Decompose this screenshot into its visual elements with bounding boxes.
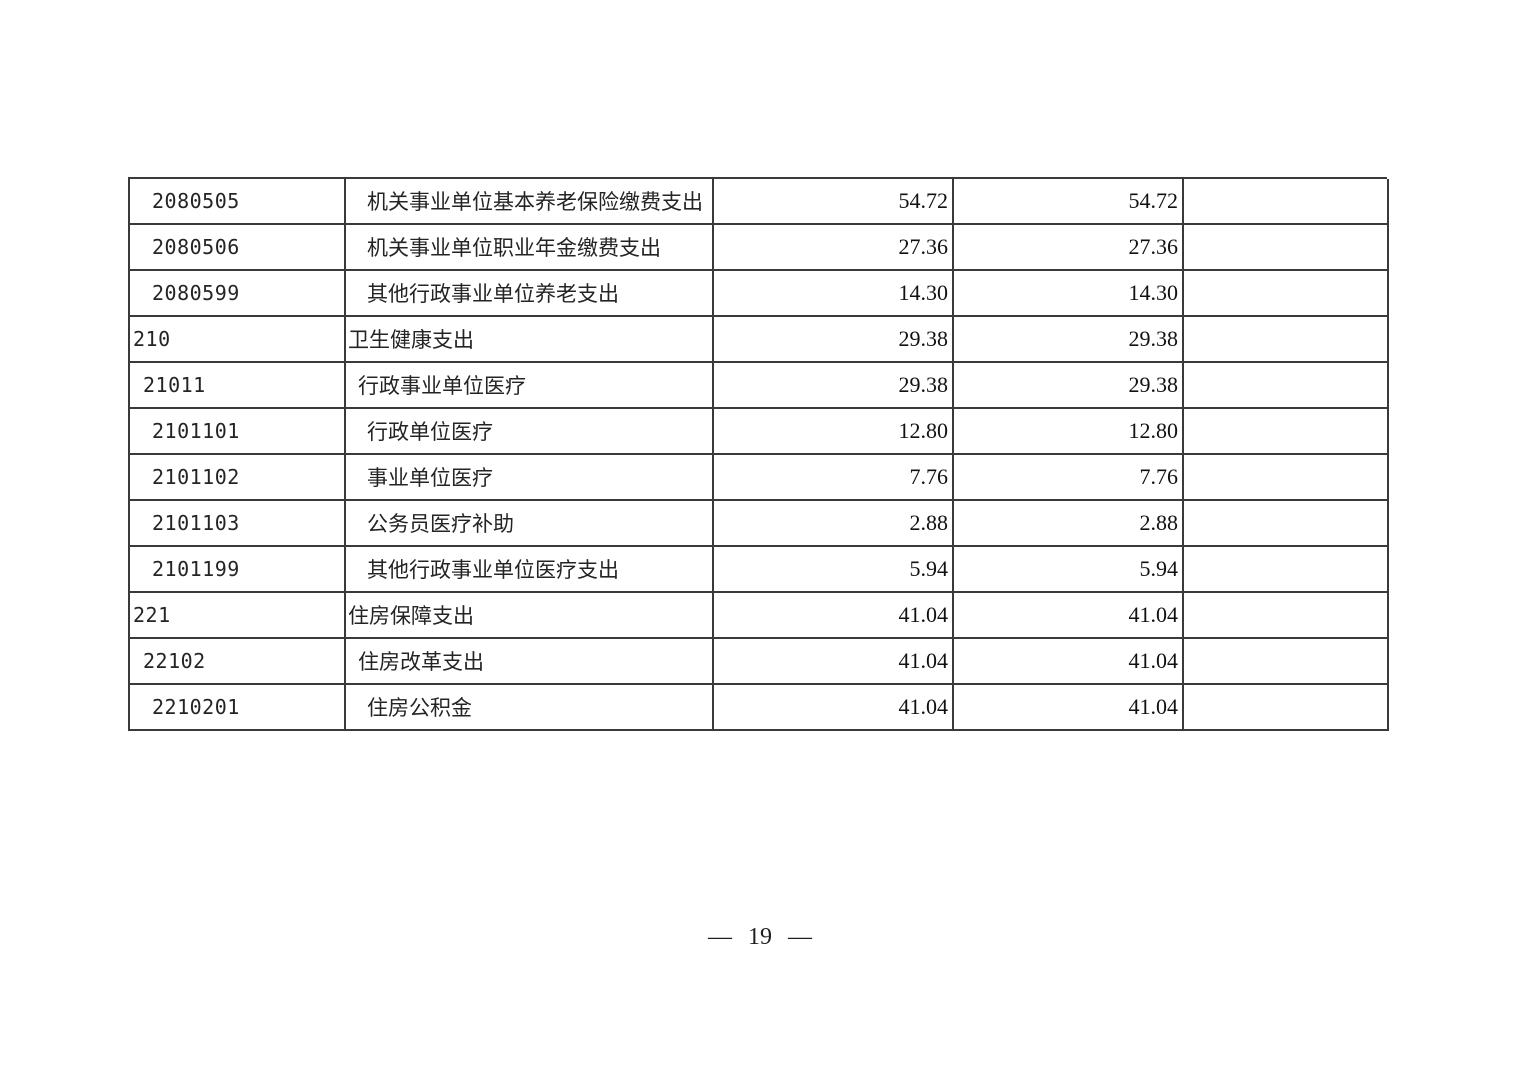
value2-cell: 29.38	[954, 363, 1184, 409]
value1-cell: 2.88	[714, 501, 954, 547]
table-row: 2101199 其他行政事业单位医疗支出 5.94 5.94	[130, 547, 1389, 593]
value1-cell: 29.38	[714, 317, 954, 363]
name-cell: 住房改革支出	[346, 639, 714, 685]
note-cell	[1184, 225, 1389, 271]
name-cell: 住房保障支出	[346, 593, 714, 639]
code-cell: 210	[130, 317, 346, 363]
table-row: 2101103 公务员医疗补助 2.88 2.88	[130, 501, 1389, 547]
name-cell: 其他行政事业单位养老支出	[346, 271, 714, 317]
code-cell: 21011	[130, 363, 346, 409]
value1-cell: 41.04	[714, 593, 954, 639]
table-row: 2101101 行政单位医疗 12.80 12.80	[130, 409, 1389, 455]
note-cell	[1184, 455, 1389, 501]
code-cell: 2101102	[130, 455, 346, 501]
value1-cell: 54.72	[714, 179, 954, 225]
code-cell: 22102	[130, 639, 346, 685]
code-cell: 2101199	[130, 547, 346, 593]
value1-cell: 41.04	[714, 639, 954, 685]
value1-cell: 12.80	[714, 409, 954, 455]
note-cell	[1184, 179, 1389, 225]
name-cell: 行政单位医疗	[346, 409, 714, 455]
code-cell: 2210201	[130, 685, 346, 731]
note-cell	[1184, 639, 1389, 685]
value2-cell: 41.04	[954, 639, 1184, 685]
table-row: 221 住房保障支出 41.04 41.04	[130, 593, 1389, 639]
name-cell: 卫生健康支出	[346, 317, 714, 363]
value2-cell: 29.38	[954, 317, 1184, 363]
code-cell: 2101101	[130, 409, 346, 455]
name-cell: 公务员医疗补助	[346, 501, 714, 547]
code-cell: 2080505	[130, 179, 346, 225]
note-cell	[1184, 685, 1389, 731]
note-cell	[1184, 547, 1389, 593]
name-cell: 机关事业单位职业年金缴费支出	[346, 225, 714, 271]
value1-cell: 29.38	[714, 363, 954, 409]
note-cell	[1184, 271, 1389, 317]
table-row: 210 卫生健康支出 29.38 29.38	[130, 317, 1389, 363]
value2-cell: 7.76	[954, 455, 1184, 501]
value2-cell: 14.30	[954, 271, 1184, 317]
table-row: 2101102 事业单位医疗 7.76 7.76	[130, 455, 1389, 501]
name-cell: 机关事业单位基本养老保险缴费支出	[346, 179, 714, 225]
note-cell	[1184, 317, 1389, 363]
code-cell: 2080506	[130, 225, 346, 271]
code-cell: 221	[130, 593, 346, 639]
value1-cell: 5.94	[714, 547, 954, 593]
name-cell: 其他行政事业单位医疗支出	[346, 547, 714, 593]
page-number: 19	[748, 924, 772, 950]
table-row: 2210201 住房公积金 41.04 41.04	[130, 685, 1389, 731]
value2-cell: 2.88	[954, 501, 1184, 547]
table-row: 2080599 其他行政事业单位养老支出 14.30 14.30	[130, 271, 1389, 317]
note-cell	[1184, 501, 1389, 547]
name-cell: 行政事业单位医疗	[346, 363, 714, 409]
name-cell: 事业单位医疗	[346, 455, 714, 501]
value1-cell: 7.76	[714, 455, 954, 501]
value1-cell: 41.04	[714, 685, 954, 731]
table-row: 21011 行政事业单位医疗 29.38 29.38	[130, 363, 1389, 409]
code-cell: 2080599	[130, 271, 346, 317]
table-row: 2080506 机关事业单位职业年金缴费支出 27.36 27.36	[130, 225, 1389, 271]
value2-cell: 54.72	[954, 179, 1184, 225]
value2-cell: 12.80	[954, 409, 1184, 455]
value2-cell: 5.94	[954, 547, 1184, 593]
value1-cell: 14.30	[714, 271, 954, 317]
page-footer: — 19 —	[0, 924, 1520, 951]
table-row: 22102 住房改革支出 41.04 41.04	[130, 639, 1389, 685]
code-cell: 2101103	[130, 501, 346, 547]
value1-cell: 27.36	[714, 225, 954, 271]
budget-table: 2080505 机关事业单位基本养老保险缴费支出 54.72 54.72 208…	[128, 177, 1389, 731]
value2-cell: 41.04	[954, 593, 1184, 639]
table-row: 2080505 机关事业单位基本养老保险缴费支出 54.72 54.72	[130, 179, 1389, 225]
footer-dash: —	[788, 924, 812, 950]
note-cell	[1184, 409, 1389, 455]
name-cell: 住房公积金	[346, 685, 714, 731]
note-cell	[1184, 593, 1389, 639]
value2-cell: 27.36	[954, 225, 1184, 271]
footer-dash: —	[708, 924, 732, 950]
value2-cell: 41.04	[954, 685, 1184, 731]
note-cell	[1184, 363, 1389, 409]
